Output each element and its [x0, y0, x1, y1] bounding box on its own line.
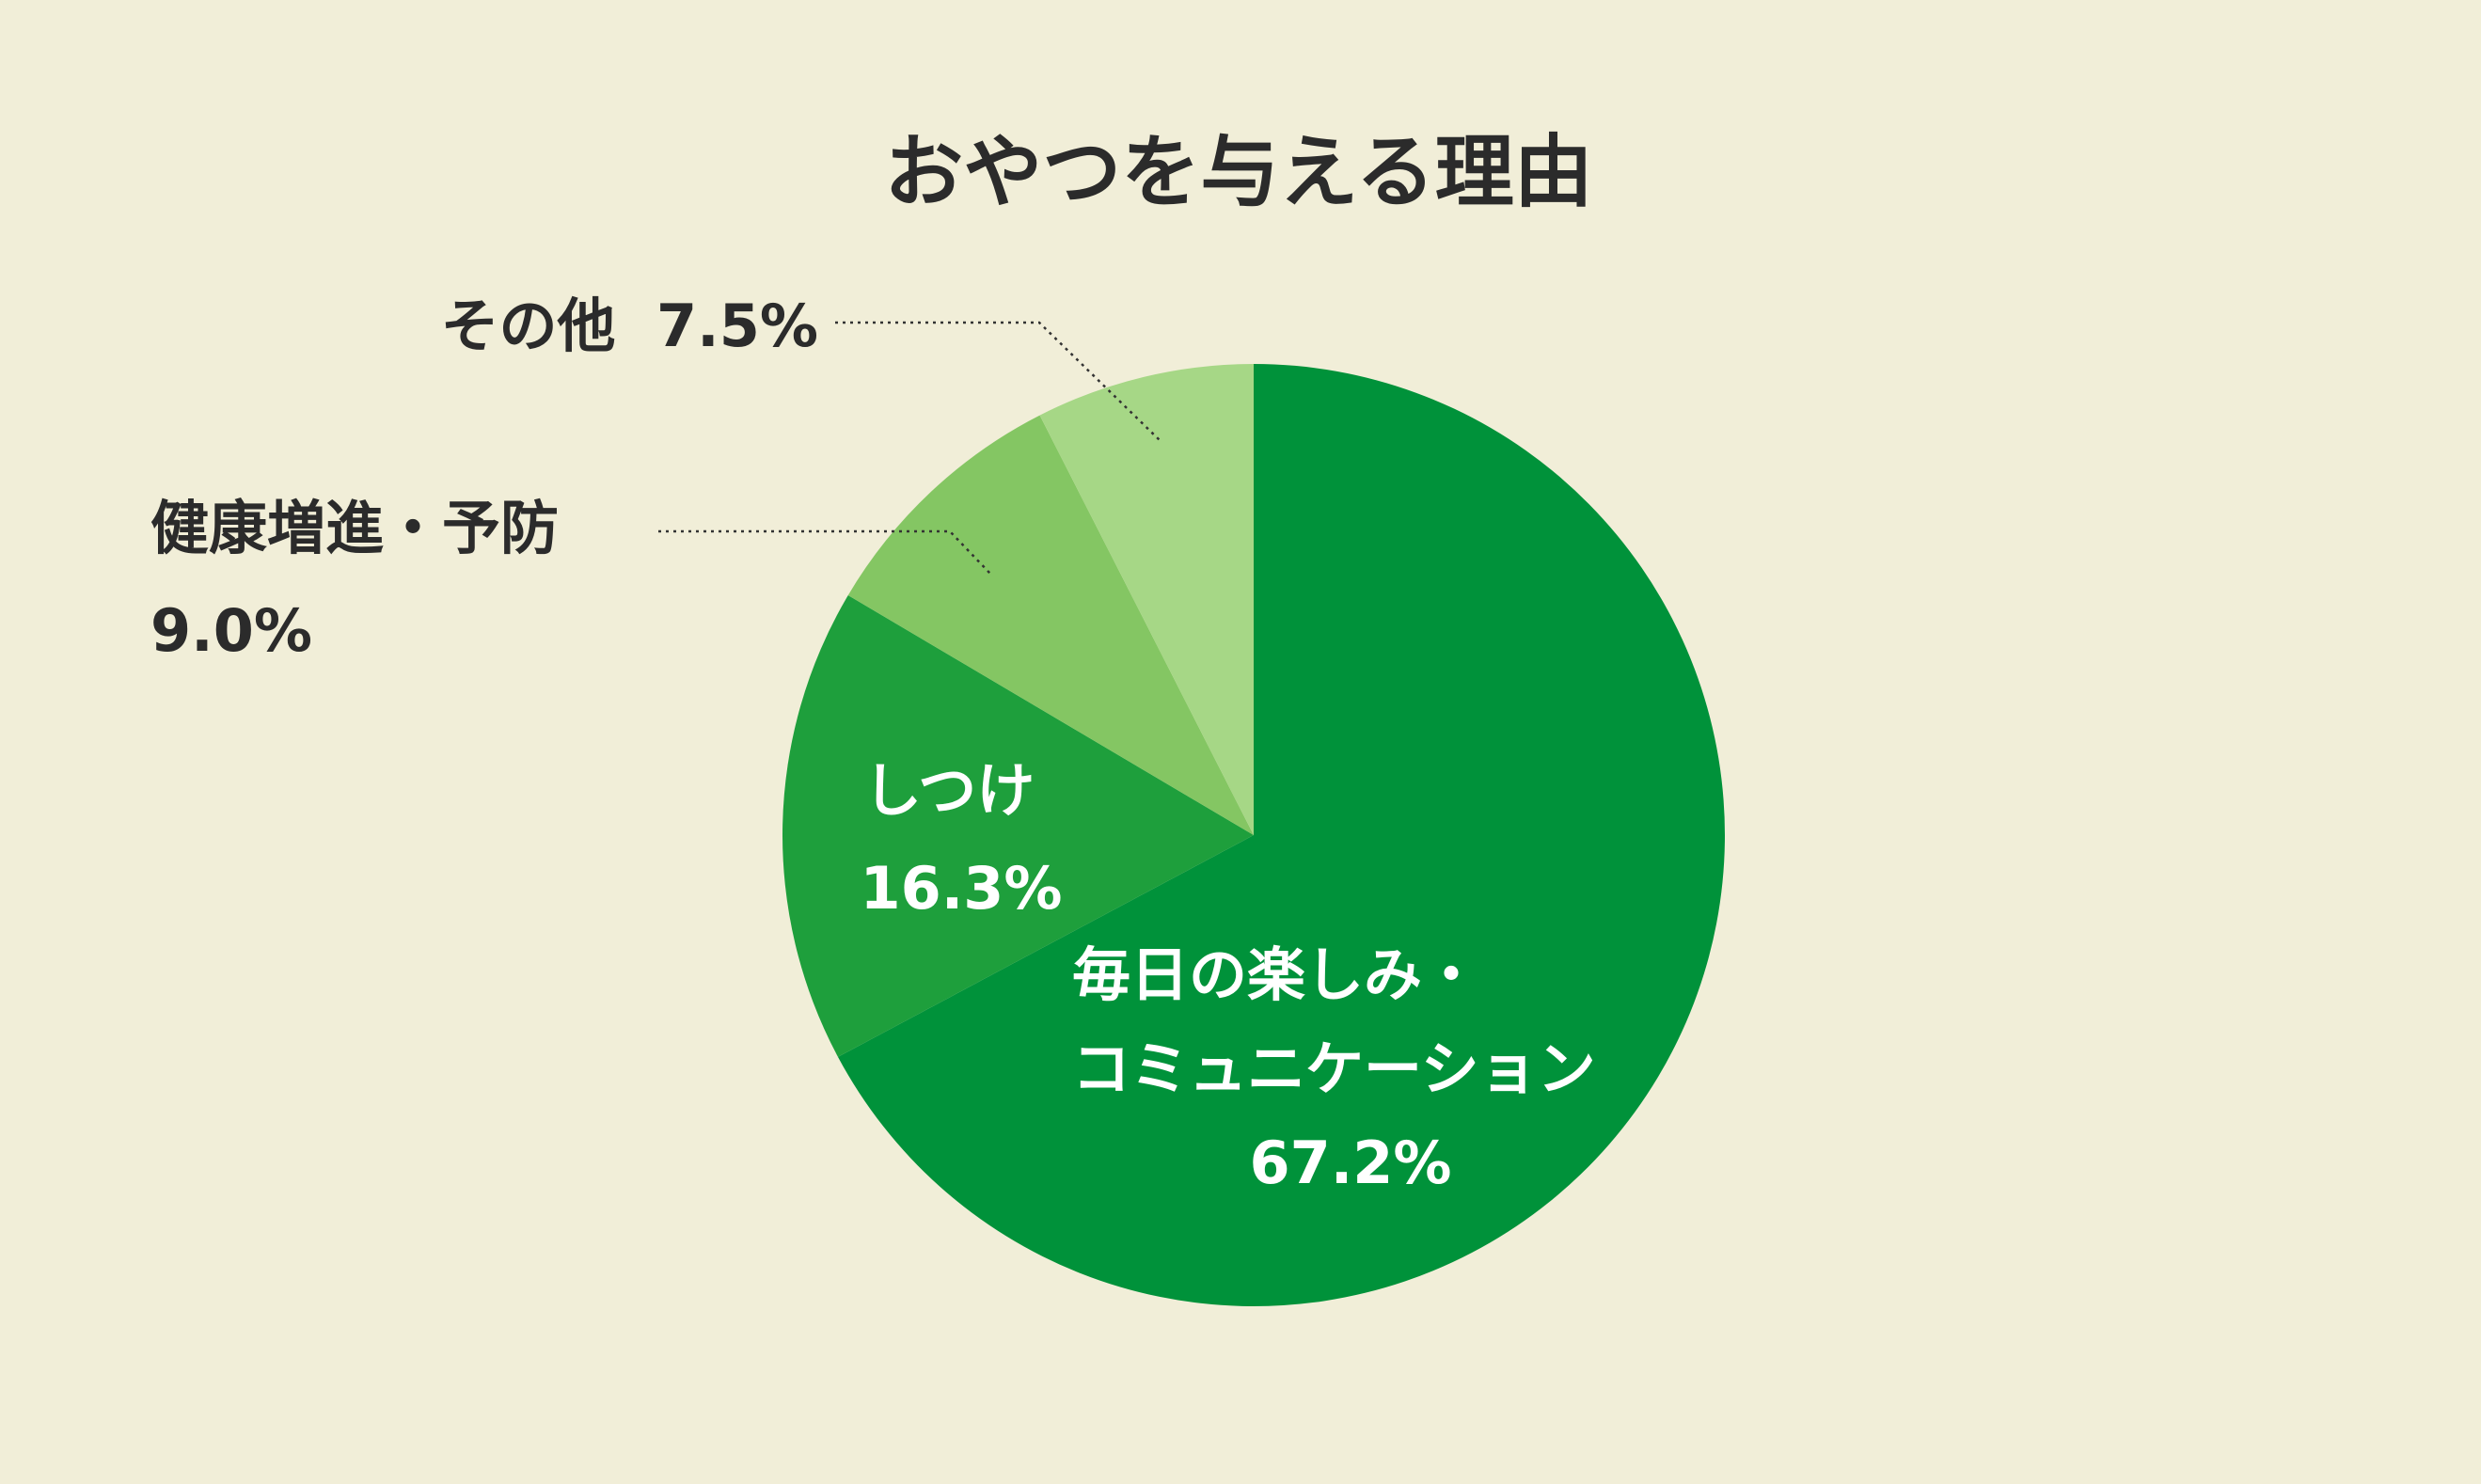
slice-label-daily-line2: コミュニケーション	[1072, 1034, 1596, 1103]
slice-name-other: その他	[440, 292, 615, 360]
slice-label-other: その他 7.5%	[440, 292, 818, 360]
leader-line-other	[835, 321, 1162, 443]
slice-value-other: 7.5%	[656, 292, 818, 360]
chart-title: おやつを与える理由	[884, 126, 1592, 218]
pie-slices	[782, 364, 1725, 1306]
slice-label-health: 健康増進・予防	[150, 494, 559, 562]
slice-value-health: 9.0%	[150, 596, 312, 665]
slice-value-daily: 67.2%	[1249, 1129, 1451, 1197]
slice-value-training: 16.3%	[860, 854, 1062, 923]
pie-slice-training	[782, 594, 1254, 1057]
slice-label-daily-line1: 毎日の楽しみ・	[1072, 940, 1480, 1009]
pie-slice-daily-communication	[837, 364, 1725, 1306]
pie-slice-health	[847, 415, 1254, 835]
slice-label-training: しつけ	[863, 756, 1035, 825]
pie-slice-other	[1039, 364, 1254, 835]
